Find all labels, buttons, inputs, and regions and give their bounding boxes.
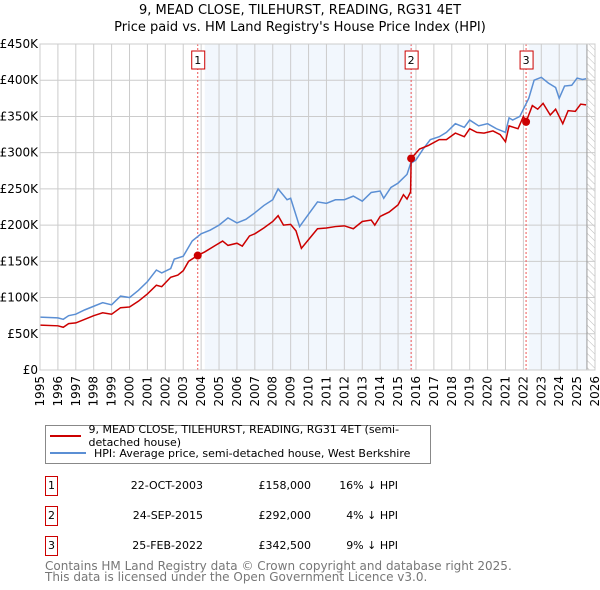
- x-tick-label: 2005: [212, 376, 226, 407]
- footer-licence: This data is licensed under the Open Gov…: [45, 570, 428, 584]
- sale-hpi-diff: 4% ↓ HPI: [346, 509, 398, 522]
- x-tick-label: 2006: [230, 376, 244, 407]
- y-tick-label: £0: [23, 363, 38, 377]
- x-tick-label: 2004: [194, 376, 208, 407]
- x-tick-label: 2021: [498, 376, 512, 407]
- sale-number: 2: [45, 506, 58, 526]
- legend-item-property: 9, MEAD CLOSE, TILEHURST, READING, RG31 …: [50, 423, 430, 449]
- x-tick-label: 2016: [409, 376, 423, 407]
- x-tick-label: 2013: [355, 376, 369, 407]
- x-tick-label: 2007: [248, 376, 262, 407]
- x-tick-label: 2009: [284, 376, 298, 407]
- footer-copyright: Contains HM Land Registry data © Crown c…: [45, 559, 512, 573]
- x-tick-label: 2008: [266, 376, 280, 407]
- x-tick-label: 2020: [481, 376, 495, 407]
- x-tick-label: 2002: [158, 376, 172, 407]
- x-tick-label: 2017: [427, 376, 441, 407]
- y-tick-label: £300K: [0, 146, 39, 160]
- sale-price: £158,000: [258, 479, 312, 492]
- red-line-swatch: [50, 435, 81, 437]
- x-tick-label: 1997: [69, 376, 83, 407]
- y-tick-label: £50K: [7, 327, 39, 341]
- x-tick-label: 2018: [445, 376, 459, 407]
- sale-point: [193, 251, 202, 260]
- x-tick-label: 2023: [534, 376, 548, 407]
- y-tick-label: £250K: [0, 182, 39, 196]
- sale-price: £342,500: [258, 539, 312, 552]
- y-tick-label: £200K: [0, 218, 39, 232]
- x-tick-label: 2025: [570, 376, 584, 407]
- x-tick-label: 2001: [140, 376, 154, 407]
- sale-price: £292,000: [258, 509, 312, 522]
- x-tick-label: 2014: [373, 376, 387, 407]
- x-tick-label: 2000: [123, 376, 137, 407]
- plot-frame: [39, 43, 596, 371]
- sale-point: [407, 154, 416, 163]
- x-tick-label: 1995: [33, 376, 47, 407]
- forecast-hatch: [586, 44, 595, 370]
- series-line: [39, 76, 587, 321]
- price-chart: 1995 1996 1997 1998 1999 2000 2001 2002 2003 2004…: [0, 37, 600, 407]
- legend: 9, MEAD CLOSE, TILEHURST, READING, RG31 …: [45, 423, 431, 464]
- y-tick-label: £150K: [0, 254, 39, 268]
- x-tick-label: 1996: [51, 376, 65, 407]
- sale-number: 3: [45, 536, 58, 556]
- sale-number: 1: [45, 476, 58, 496]
- sale-label: 3: [523, 54, 530, 67]
- y-tick-label: £100K: [0, 291, 39, 305]
- x-tick-label: 2003: [176, 376, 190, 407]
- x-tick-label: 2012: [337, 376, 351, 407]
- series-line: [39, 102, 587, 329]
- x-tick-label: 2026: [588, 376, 600, 407]
- y-tick-label: £450K: [0, 37, 39, 51]
- y-tick-label: £350K: [0, 109, 39, 123]
- sale-point: [522, 117, 531, 126]
- x-tick-label: 1998: [87, 376, 101, 407]
- sale-hpi-diff: 9% ↓ HPI: [346, 539, 398, 552]
- x-tick-label: 2010: [302, 376, 316, 407]
- sale-date: 22-OCT-2003: [130, 479, 203, 492]
- x-tick-label: 1999: [105, 376, 119, 407]
- sale-date: 24-SEP-2015: [132, 509, 203, 522]
- chart-subtitle: Price paid vs. HM Land Registry's House …: [114, 20, 486, 35]
- blue-line-swatch: [50, 452, 86, 454]
- chart-title: 9, MEAD CLOSE, TILEHURST, READING, RG31 …: [138, 3, 462, 18]
- y-tick-label: £400K: [0, 73, 39, 87]
- x-tick-label: 2015: [391, 376, 405, 407]
- legend-label: 9, MEAD CLOSE, TILEHURST, READING, RG31 …: [88, 423, 400, 449]
- sale-date: 25-FEB-2022: [132, 539, 203, 552]
- sale-label-box: [519, 50, 534, 70]
- sale-label-box: [191, 50, 206, 70]
- x-tick-label: 2024: [552, 376, 566, 407]
- sale-hpi-diff: 16% ↓ HPI: [339, 479, 398, 492]
- x-tick-label: 2019: [463, 376, 477, 407]
- sale-label: 1: [194, 54, 201, 67]
- sale-label-box: [404, 50, 419, 70]
- sale-label: 2: [408, 54, 415, 67]
- legend-label: HPI: Average price, semi-detached house,…: [94, 446, 411, 460]
- legend-item-hpi: HPI: Average price, semi-detached house,…: [50, 445, 410, 461]
- x-tick-label: 2022: [516, 376, 530, 407]
- x-tick-label: 2011: [319, 376, 333, 407]
